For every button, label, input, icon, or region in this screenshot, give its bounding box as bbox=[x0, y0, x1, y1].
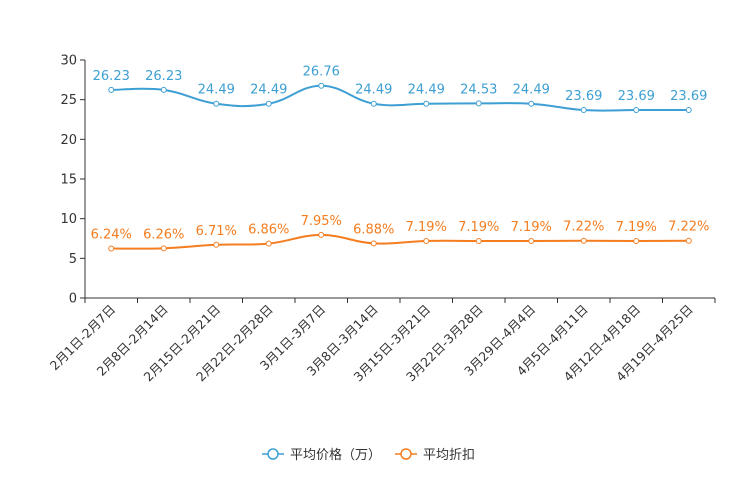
data-point[interactable] bbox=[685, 107, 692, 114]
data-point[interactable] bbox=[160, 245, 167, 252]
data-label: 26.23 bbox=[145, 69, 182, 84]
data-point[interactable] bbox=[475, 100, 482, 107]
data-label: 7.95% bbox=[301, 214, 342, 229]
data-point[interactable] bbox=[685, 237, 692, 244]
y-tick-label: 20 bbox=[60, 133, 77, 148]
data-label: 24.49 bbox=[198, 83, 235, 98]
data-label: 24.53 bbox=[460, 82, 497, 97]
data-point[interactable] bbox=[528, 237, 535, 244]
data-label: 6.24% bbox=[91, 227, 132, 242]
data-point[interactable] bbox=[160, 86, 167, 93]
data-label: 26.76 bbox=[303, 65, 340, 80]
data-point[interactable] bbox=[108, 245, 115, 252]
y-tick-label: 0 bbox=[69, 292, 77, 307]
data-label: 7.19% bbox=[616, 220, 657, 235]
data-point[interactable] bbox=[265, 240, 272, 247]
data-label: 26.23 bbox=[93, 69, 130, 84]
data-point[interactable] bbox=[580, 107, 587, 114]
data-label: 7.19% bbox=[511, 220, 552, 235]
data-point[interactable] bbox=[318, 82, 325, 89]
data-label: 7.19% bbox=[406, 220, 447, 235]
data-point[interactable] bbox=[633, 237, 640, 244]
y-tick-label: 30 bbox=[60, 54, 77, 69]
data-label: 6.86% bbox=[248, 223, 289, 238]
data-point[interactable] bbox=[633, 107, 640, 114]
y-tick-label: 25 bbox=[60, 93, 77, 108]
data-label: 23.69 bbox=[670, 89, 707, 104]
data-point[interactable] bbox=[213, 241, 220, 248]
data-label: 6.71% bbox=[196, 224, 237, 239]
series-line-2 bbox=[111, 233, 689, 250]
data-label: 24.49 bbox=[355, 83, 392, 98]
data-label: 24.49 bbox=[250, 83, 287, 98]
legend-label[interactable]: 平均折扣 bbox=[423, 448, 475, 463]
data-label: 7.19% bbox=[458, 220, 499, 235]
legend-marker-icon[interactable] bbox=[267, 448, 279, 460]
data-label: 23.69 bbox=[565, 89, 602, 104]
data-label: 23.69 bbox=[618, 89, 655, 104]
data-label: 7.22% bbox=[563, 220, 604, 235]
data-point[interactable] bbox=[213, 100, 220, 107]
y-tick-label: 15 bbox=[60, 173, 77, 188]
data-point[interactable] bbox=[528, 100, 535, 107]
data-point[interactable] bbox=[370, 100, 377, 107]
data-point[interactable] bbox=[318, 231, 325, 238]
data-point[interactable] bbox=[370, 240, 377, 247]
legend-label[interactable]: 平均价格（万） bbox=[290, 447, 381, 463]
data-point[interactable] bbox=[423, 237, 430, 244]
data-point[interactable] bbox=[265, 100, 272, 107]
data-label: 6.26% bbox=[143, 227, 184, 242]
y-tick-label: 10 bbox=[60, 212, 77, 227]
y-tick-label: 5 bbox=[69, 252, 77, 267]
data-point[interactable] bbox=[580, 237, 587, 244]
series-line-1 bbox=[111, 84, 689, 112]
data-label: 7.22% bbox=[668, 220, 709, 235]
data-point[interactable] bbox=[475, 237, 482, 244]
data-label: 24.49 bbox=[513, 83, 550, 98]
legend-marker-icon[interactable] bbox=[400, 448, 412, 460]
data-label: 24.49 bbox=[408, 83, 445, 98]
data-label: 6.88% bbox=[353, 222, 394, 237]
data-point[interactable] bbox=[108, 86, 115, 93]
data-point[interactable] bbox=[423, 100, 430, 107]
